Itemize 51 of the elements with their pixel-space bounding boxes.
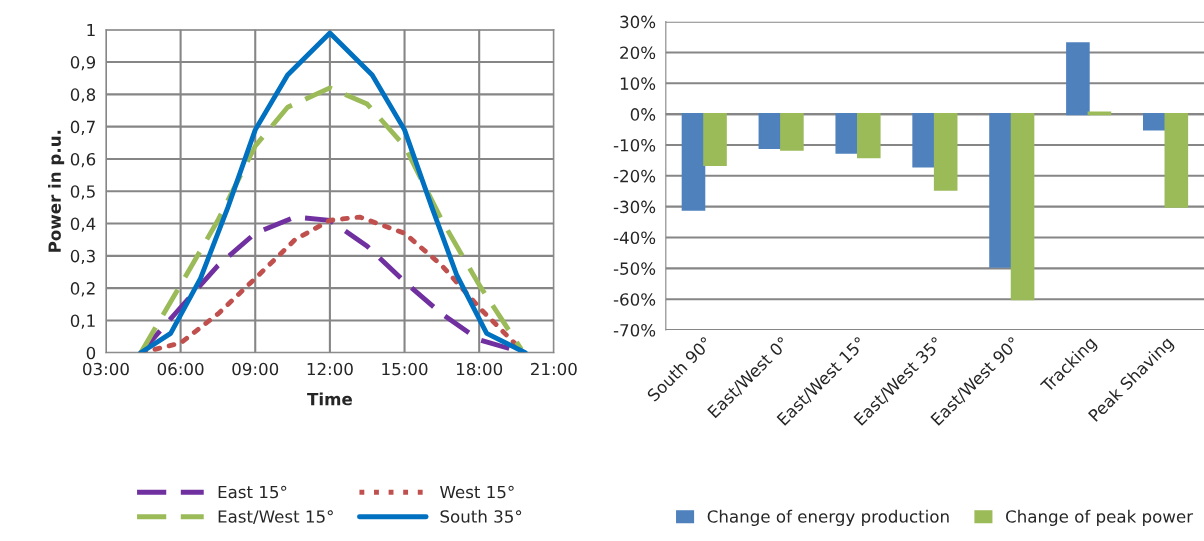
line-series [138, 30, 528, 353]
y-tick-label: -30% [613, 200, 656, 214]
legend-label: East 15° [218, 485, 287, 499]
line-series [138, 85, 524, 353]
bar [1164, 113, 1189, 208]
y-tick-label: 0,5 [70, 185, 95, 200]
x-tick-label: 12:00 [307, 362, 353, 376]
x-tick-label: 15:00 [382, 362, 428, 376]
bar [681, 113, 706, 211]
bar [1066, 42, 1090, 116]
y-tick-label: 0 [86, 346, 96, 360]
bar [856, 113, 881, 159]
y-tick-label: -40% [613, 231, 656, 245]
y-tick-label: -20% [613, 169, 656, 183]
y-tick-label: -50% [613, 262, 656, 275]
x-axis-title: Time [307, 392, 352, 406]
y-tick-label: 0,1 [70, 314, 95, 329]
y-tick-label: 20% [620, 46, 656, 60]
y-tick-label: 0,2 [70, 282, 95, 297]
y-tick-label: 0,7 [70, 120, 95, 135]
bar [835, 113, 860, 154]
bar [989, 113, 1013, 268]
y-tick-label: 0% [630, 108, 656, 121]
y-tick-label: 10% [620, 77, 656, 90]
y-tick-label: 0,3 [70, 249, 95, 265]
x-tick-label: 09:00 [232, 362, 279, 376]
y-axis-title: Power in p.u. [48, 130, 65, 252]
legend-label: West 15° [440, 485, 514, 499]
bar [912, 113, 936, 168]
bar [933, 113, 958, 191]
x-tick-label: 18:00 [457, 362, 503, 376]
x-tick-label: 21:00 [531, 362, 577, 376]
y-tick-label: -70% [613, 323, 656, 337]
legend-label: East/West 15° [218, 510, 333, 525]
bar [780, 113, 804, 151]
legend-label: Change of energy production [707, 509, 949, 526]
y-tick-label: 1 [87, 23, 95, 37]
y-tick-label: -10% [613, 138, 656, 152]
y-tick-label: 0,6 [70, 152, 96, 168]
y-tick-label: -60% [613, 293, 656, 306]
y-tick-label: 30% [620, 15, 656, 29]
y-tick-label: 0,8 [70, 88, 96, 103]
y-tick-label: 0,4 [70, 217, 96, 232]
bar [703, 113, 727, 167]
bar [1142, 113, 1167, 131]
x-tick-label: 03:00 [83, 362, 129, 376]
bar [1010, 113, 1035, 301]
x-tick-label: 06:00 [157, 362, 204, 376]
y-tick-label: 0,9 [70, 56, 96, 71]
legend-label: South 35° [440, 509, 522, 523]
legend-label: Change of peak power [1006, 509, 1194, 526]
